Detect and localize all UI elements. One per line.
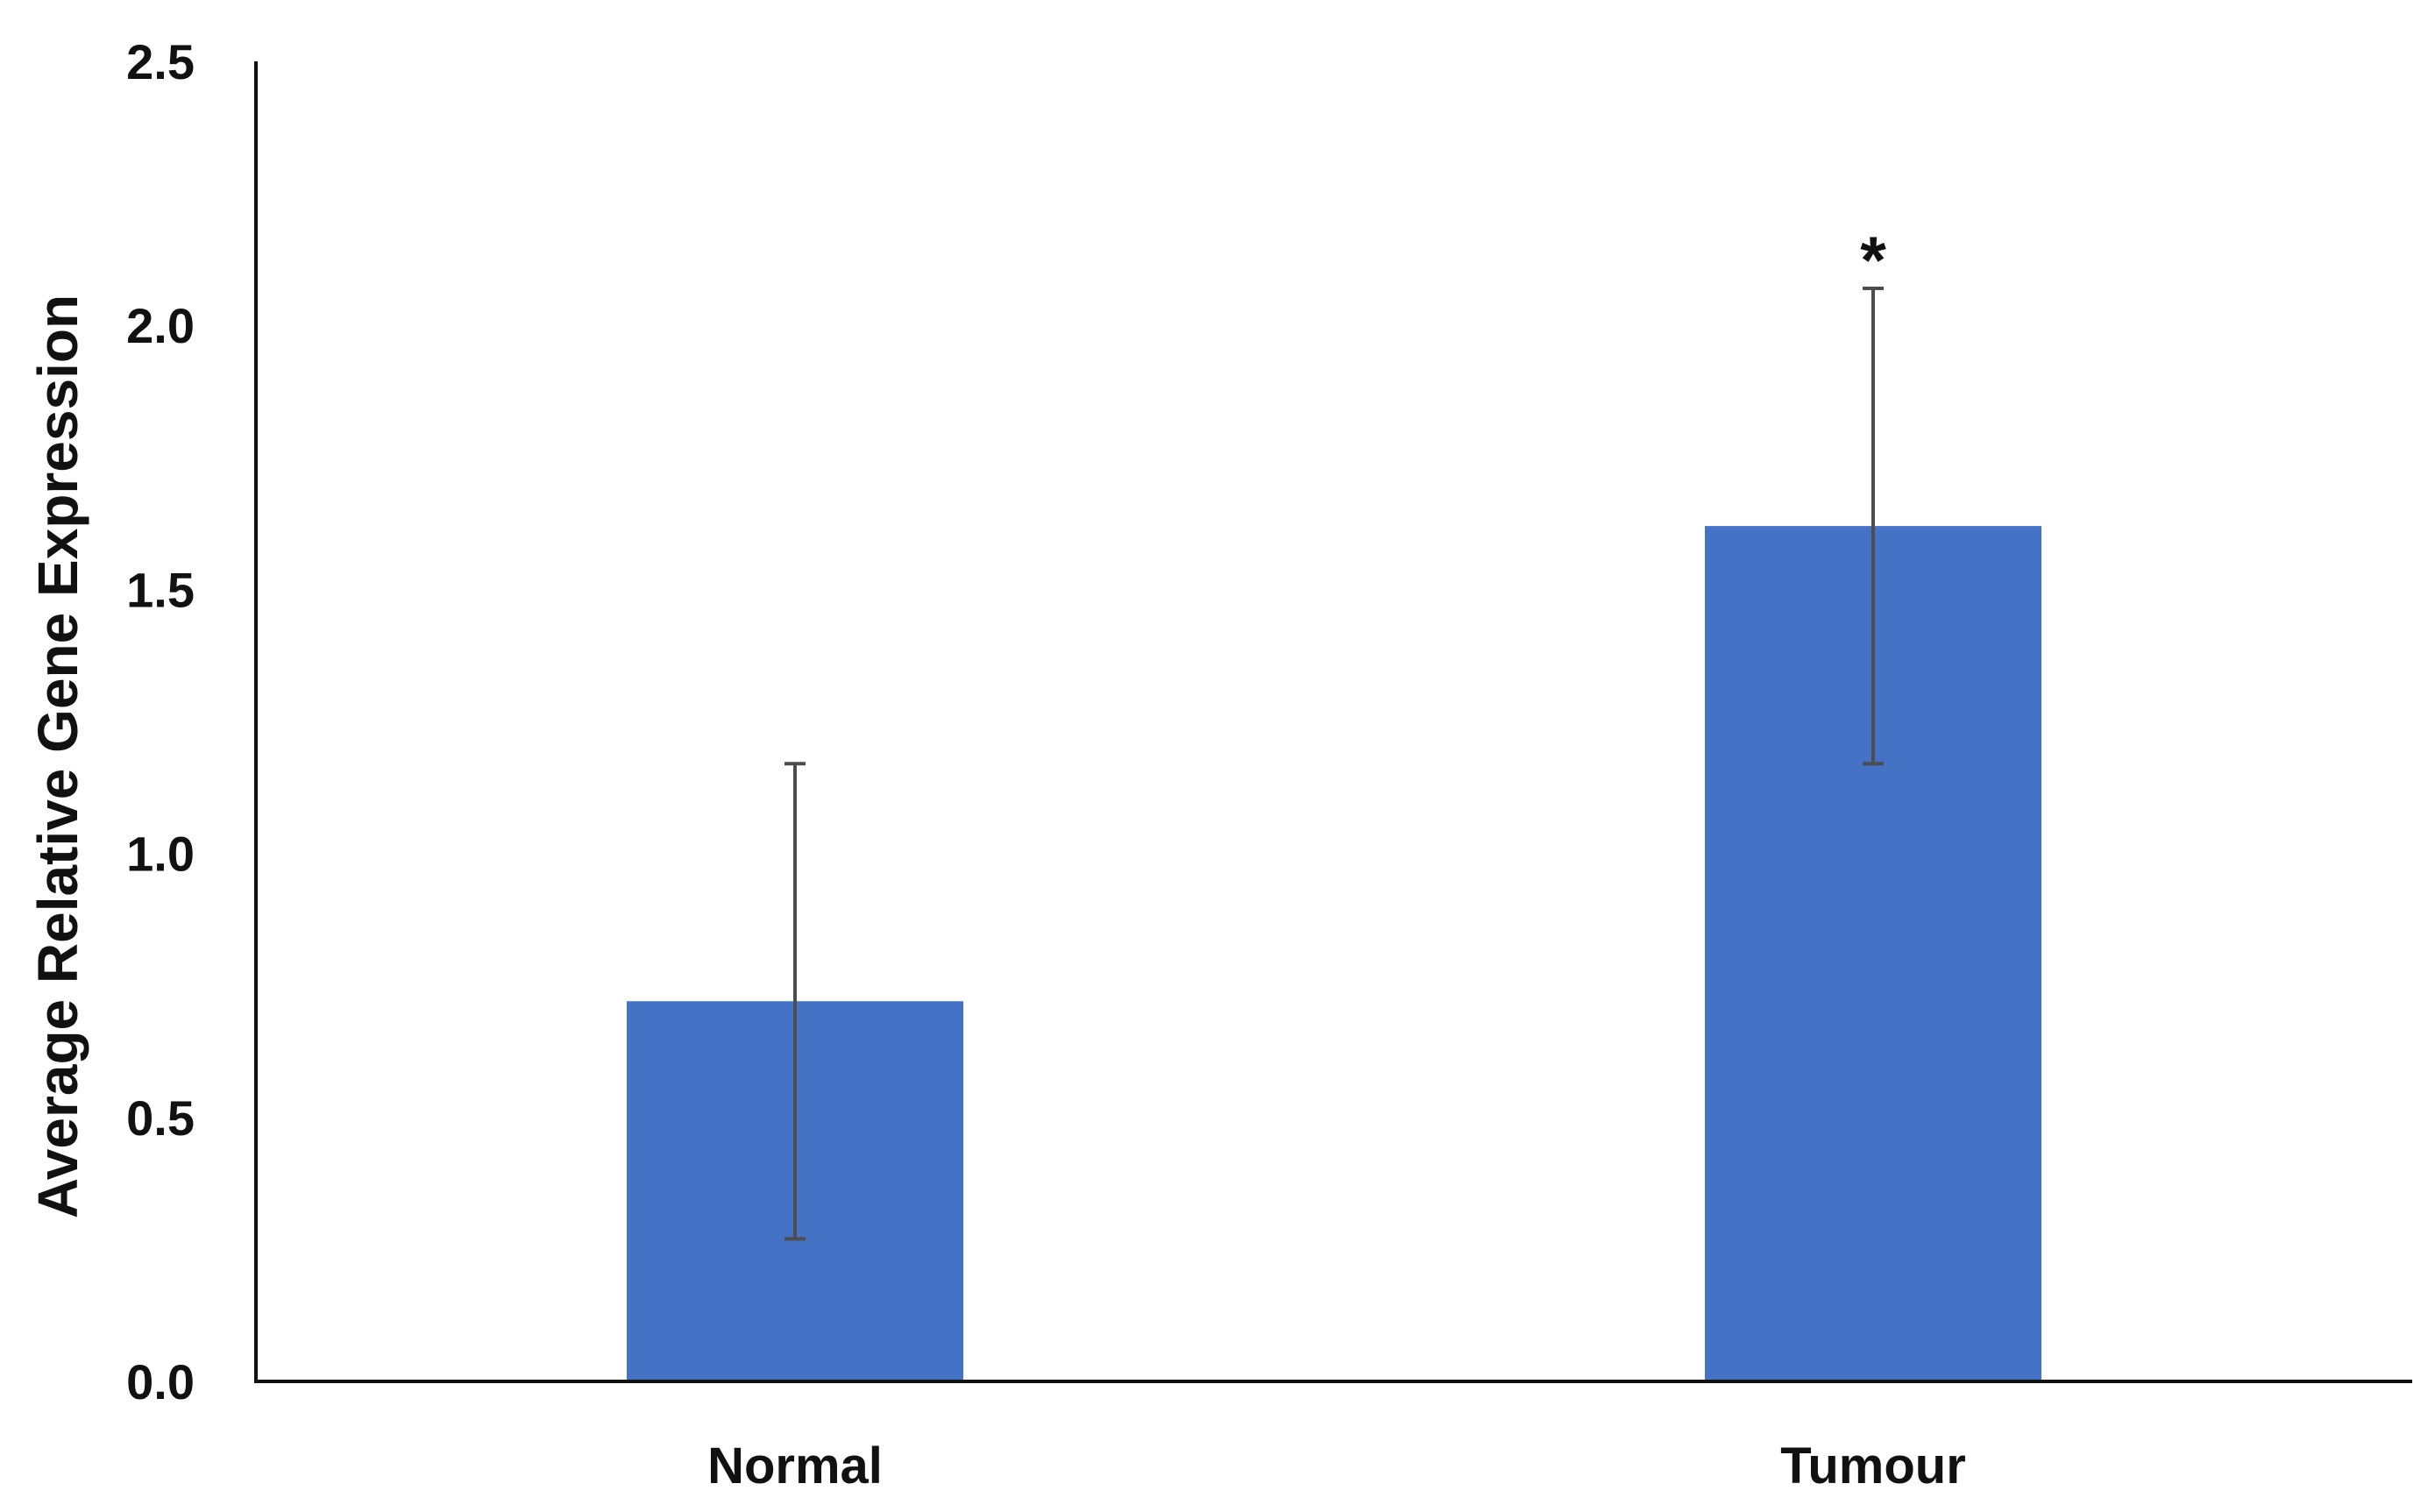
y-axis-title: Average Relative Gene Expression	[26, 295, 89, 1218]
bars-layer	[627, 526, 2041, 1381]
x-tick-label-normal: Normal	[707, 1437, 883, 1494]
error-bars-layer	[784, 287, 1884, 1241]
y-tick-label: 0.0	[126, 1354, 195, 1409]
y-tick-label: 1.0	[126, 827, 195, 882]
error-bar-tumour	[1863, 287, 1884, 766]
y-tick-label: 0.5	[126, 1090, 195, 1146]
annotations-layer: *	[1860, 224, 1886, 298]
y-tick-label: 2.0	[126, 298, 195, 353]
error-bar-normal	[784, 762, 806, 1241]
y-tick-label: 2.5	[126, 34, 195, 89]
y-tick-labels: 0.0 0.5 1.0 1.5 2.0 2.5	[126, 34, 195, 1409]
x-tick-label-tumour: Tumour	[1780, 1437, 1966, 1494]
significance-asterisk: *	[1860, 224, 1886, 298]
y-tick-label: 1.5	[126, 562, 195, 617]
x-tick-labels: Normal Tumour	[707, 1437, 1966, 1494]
axes-layer	[254, 61, 2412, 1383]
